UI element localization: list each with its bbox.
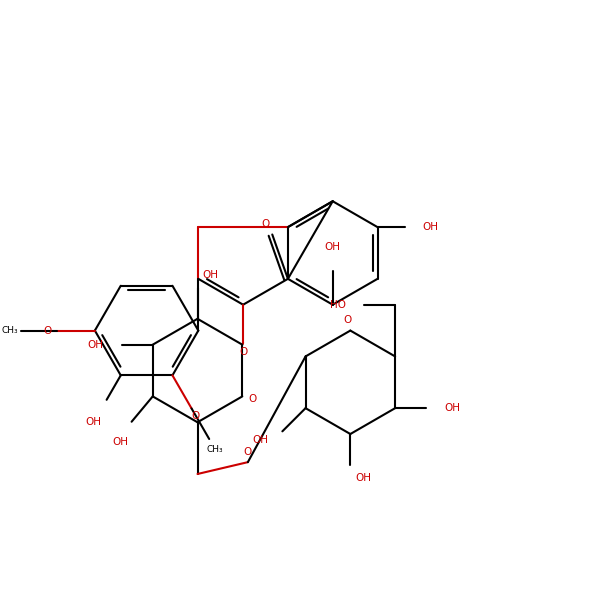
Text: CH₃: CH₃ (1, 326, 18, 335)
Text: OH: OH (325, 242, 341, 252)
Text: HO: HO (330, 300, 346, 310)
Text: O: O (192, 411, 200, 421)
Text: CH₃: CH₃ (207, 445, 223, 454)
Text: OH: OH (444, 403, 460, 413)
Text: O: O (44, 326, 52, 335)
Text: OH: OH (112, 437, 128, 447)
Text: O: O (343, 315, 352, 325)
Text: O: O (249, 394, 257, 404)
Text: O: O (239, 347, 247, 357)
Text: OH: OH (252, 436, 268, 445)
Text: OH: OH (422, 222, 439, 232)
Text: OH: OH (202, 270, 218, 280)
Text: OH: OH (88, 340, 104, 350)
Text: O: O (244, 446, 252, 457)
Text: OH: OH (86, 417, 101, 427)
Text: O: O (261, 219, 269, 229)
Text: OH: OH (355, 473, 371, 483)
